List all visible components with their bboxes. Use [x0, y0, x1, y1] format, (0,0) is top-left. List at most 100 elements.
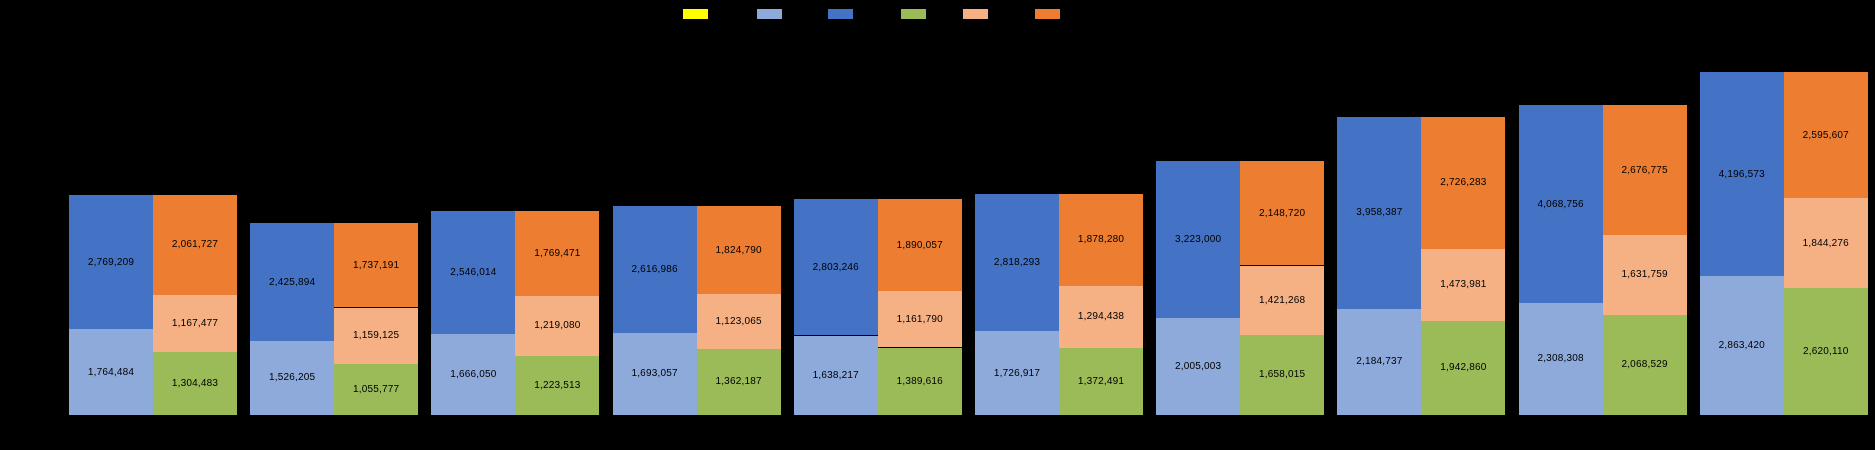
- data-label: 1,421,268: [1259, 294, 1306, 306]
- data-label: 1,161,790: [896, 313, 943, 325]
- data-label: 1,693,057: [631, 368, 678, 380]
- data-label: 2,863,420: [1718, 340, 1765, 351]
- data-label: 2,769,209: [87, 256, 135, 268]
- data-label: 3,958,387: [1356, 207, 1403, 219]
- bar-segment-peach: 1,123,065: [696, 294, 781, 349]
- data-label: 2,184,737: [1356, 356, 1403, 368]
- bar-segment-orange: 2,726,283: [1421, 116, 1506, 250]
- bar-segment-blue: 4,196,573: [1699, 72, 1784, 276]
- data-label: 2,818,293: [993, 257, 1041, 269]
- bar-segment-green: 1,942,860: [1421, 320, 1506, 415]
- bar-segment-orange: 1,737,191: [334, 223, 419, 308]
- bar-segment-blue: 2,803,246: [793, 199, 878, 336]
- bar-segment-green: 1,658,015: [1240, 334, 1325, 415]
- bar-segment-peach: 1,473,981: [1421, 249, 1506, 321]
- legend-swatch-green: [901, 9, 926, 19]
- bar-segment-blue: 3,223,000: [1156, 161, 1241, 318]
- data-label: 1,223,513: [534, 379, 581, 391]
- legend-swatch-orange: [1035, 9, 1060, 19]
- data-label: 1,666,050: [450, 369, 497, 381]
- bar-segment-green: 1,304,483: [153, 351, 237, 415]
- bar-segment-light-blue: 2,005,003: [1156, 317, 1241, 415]
- bar-segment-peach: 1,844,276: [1783, 198, 1868, 288]
- bar-segment-green: 1,223,513: [515, 355, 600, 415]
- data-label: 1,726,917: [993, 367, 1041, 379]
- data-label: 1,304,483: [171, 377, 219, 389]
- data-label: 2,425,894: [269, 276, 316, 288]
- bar-segment-green: 1,372,491: [1059, 348, 1143, 415]
- bar-segment-peach: 1,294,438: [1059, 285, 1143, 349]
- data-label: 1,219,080: [534, 320, 581, 332]
- data-label: 1,372,491: [1077, 376, 1125, 388]
- bar-segment-orange: 2,595,607: [1783, 72, 1868, 199]
- bar-segment-light-blue: 1,638,217: [793, 335, 878, 415]
- bar-segment-orange: 2,148,720: [1240, 161, 1325, 266]
- bar-segment-orange: 1,769,471: [515, 210, 600, 297]
- bar-segment-orange: 2,061,727: [153, 194, 237, 295]
- bar-segment-light-blue: 2,863,420: [1699, 276, 1784, 415]
- data-label: 4,068,756: [1537, 198, 1584, 210]
- bar-segment-green: 2,068,529: [1602, 314, 1687, 415]
- bar-segment-green: 2,620,110: [1783, 287, 1868, 415]
- data-label: 2,068,529: [1621, 359, 1668, 371]
- data-label: 1,526,205: [269, 372, 316, 384]
- bar-segment-peach: 1,161,790: [877, 291, 962, 348]
- chart-legend: [0, 0, 1875, 30]
- bar-segment-blue: 2,818,293: [975, 194, 1059, 332]
- legend-swatch-yellow: [683, 9, 708, 19]
- data-label: 4,196,573: [1718, 168, 1765, 180]
- data-label: 1,890,057: [896, 239, 943, 251]
- bar-segment-blue: 2,546,014: [431, 210, 516, 335]
- data-label: 1,764,484: [87, 366, 135, 378]
- bar-segment-blue: 4,068,756: [1518, 105, 1603, 303]
- data-label: 1,631,759: [1621, 269, 1668, 281]
- legend-swatch-light-blue: [757, 9, 782, 19]
- data-label: 1,878,280: [1077, 234, 1125, 246]
- data-label: 1,473,981: [1440, 279, 1487, 291]
- bar-segment-light-blue: 1,693,057: [612, 332, 697, 415]
- data-label: 1,824,790: [715, 244, 762, 256]
- data-label: 1,294,438: [1077, 311, 1125, 323]
- bar-segment-peach: 1,167,477: [153, 295, 237, 352]
- bar-segment-orange: 1,890,057: [877, 199, 962, 292]
- data-label: 1,167,477: [171, 317, 219, 329]
- bar-segment-peach: 1,219,080: [515, 296, 600, 356]
- data-label: 2,005,003: [1175, 360, 1222, 372]
- data-label: 2,676,775: [1621, 164, 1668, 176]
- bar-segment-blue: 3,958,387: [1337, 116, 1422, 309]
- bar-segment-orange: 1,878,280: [1059, 194, 1143, 286]
- data-label: 2,546,014: [450, 266, 497, 278]
- data-label: 1,942,860: [1440, 362, 1487, 374]
- bar-segment-peach: 1,631,759: [1602, 235, 1687, 315]
- bar-segment-green: 1,362,187: [696, 348, 781, 415]
- bar-segment-green: 1,389,616: [877, 347, 962, 415]
- bar-segment-light-blue: 1,526,205: [250, 340, 335, 415]
- legend-swatch-peach: [963, 9, 988, 19]
- bar-segment-blue: 2,425,894: [250, 223, 335, 341]
- bar-segment-light-blue: 1,726,917: [975, 331, 1059, 415]
- data-label: 1,844,276: [1802, 237, 1849, 249]
- data-label: 1,769,471: [534, 247, 581, 259]
- data-label: 1,362,187: [715, 376, 762, 388]
- bar-segment-blue: 2,769,209: [69, 194, 153, 330]
- bar-segment-light-blue: 1,666,050: [431, 334, 516, 415]
- data-label: 2,726,283: [1440, 177, 1487, 189]
- data-label: 1,055,777: [353, 383, 400, 395]
- bar-segment-orange: 2,676,775: [1602, 105, 1687, 236]
- data-label: 2,803,246: [812, 261, 859, 273]
- data-label: 2,616,986: [631, 263, 678, 275]
- bar-segment-blue: 2,616,986: [612, 205, 697, 333]
- bar-segment-peach: 1,421,268: [1240, 265, 1325, 335]
- data-label: 1,737,191: [353, 259, 400, 271]
- bar-segment-orange: 1,824,790: [696, 205, 781, 295]
- data-label: 1,389,616: [896, 375, 943, 387]
- bar-segment-green: 1,055,777: [334, 363, 419, 415]
- bar-segment-light-blue: 2,308,308: [1518, 302, 1603, 415]
- bar-segment-light-blue: 2,184,737: [1337, 308, 1422, 415]
- data-label: 2,620,110: [1803, 345, 1849, 357]
- data-label: 1,123,065: [715, 316, 762, 328]
- data-label: 2,595,607: [1802, 129, 1849, 141]
- legend-swatch-blue: [828, 9, 853, 19]
